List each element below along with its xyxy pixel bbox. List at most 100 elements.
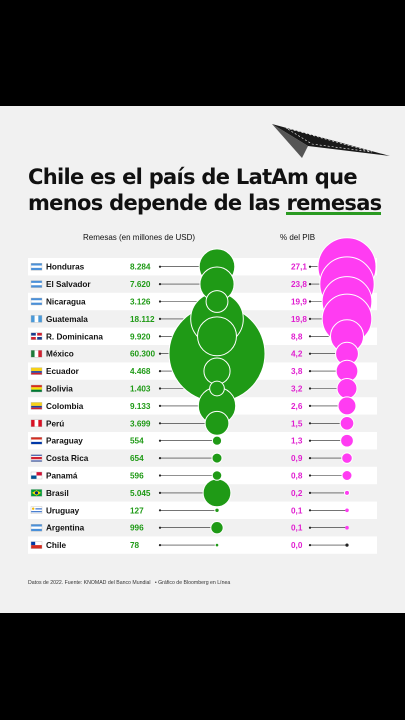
footer-credit: • Gráfico de Bloomberg en Línea xyxy=(154,580,231,586)
title-line-2-prefix: menos depende de las xyxy=(28,191,287,215)
gdp-value: 0,9 xyxy=(291,454,303,463)
country-name: Uruguay xyxy=(46,506,80,515)
bubbles xyxy=(168,237,377,548)
mexico-flag xyxy=(30,349,43,358)
remittance-value: 554 xyxy=(130,437,144,446)
remittance-value: 5.045 xyxy=(130,489,151,498)
remittance-bubble-nicaragua xyxy=(205,290,229,313)
gdp-value: 19,8 xyxy=(291,315,307,324)
remittance-leader-dot xyxy=(158,283,162,286)
gdp-value: 3,2 xyxy=(291,385,303,394)
country-name: R. Dominicana xyxy=(46,332,103,341)
remittance-bubble-paraguay xyxy=(211,435,223,446)
chart-footer: Datos de 2022. Fuente: KNOMAD del Banco … xyxy=(28,580,230,586)
country-name: Paraguay xyxy=(46,437,83,446)
gdp-leader-dot xyxy=(308,491,312,494)
paraguay-flag xyxy=(30,437,43,445)
gdp-leader-dot xyxy=(308,457,312,460)
gdp-leader-dot xyxy=(308,283,312,286)
chart-title: Chile es el país de LatAm que menos depe… xyxy=(28,164,388,216)
country-name: El Salvador xyxy=(46,280,91,289)
remittance-leader-dot xyxy=(158,335,162,338)
country-name: Argentina xyxy=(46,524,85,533)
gdp-value: 1,3 xyxy=(291,437,303,446)
gdp-bubble-colombia xyxy=(337,396,357,416)
remittance-bubble-table: Honduras 8.284 27,1 El Salvador 7.620 23,8 Nic… xyxy=(28,237,377,554)
decorative-paper-plane-icon xyxy=(272,124,390,158)
remittance-leader-dot xyxy=(158,352,162,355)
remittance-value: 4.468 xyxy=(130,367,151,376)
gdp-leader-dot xyxy=(308,474,312,477)
remittance-value: 3.126 xyxy=(130,298,151,307)
remittance-leader-dot xyxy=(158,491,162,494)
remittance-leader-dot xyxy=(158,404,162,407)
country-name: Guatemala xyxy=(46,315,88,324)
title-highlight: remesas xyxy=(286,191,382,215)
gdp-bubble-costa-rica xyxy=(341,452,353,464)
remittance-leader-dot xyxy=(158,370,162,373)
gdp-bubble-paraguay xyxy=(340,433,354,448)
remittance-value: 7.620 xyxy=(130,280,151,289)
gdp-leader-dot xyxy=(308,370,312,373)
remittance-value: 996 xyxy=(130,524,144,533)
gdp-value: 3,8 xyxy=(291,367,303,376)
country-name: Costa Rica xyxy=(46,454,89,463)
remittance-leader-dot xyxy=(158,422,162,425)
remittance-value: 8.284 xyxy=(130,263,151,272)
remittance-leader-dot xyxy=(158,474,162,477)
remittance-leader-dot xyxy=(158,317,162,320)
remittance-bubble-uruguay xyxy=(214,507,220,514)
remittance-bubble-bolivia xyxy=(209,380,225,397)
remittance-bubble-brasil xyxy=(202,478,232,508)
country-name: Honduras xyxy=(46,263,85,272)
remittance-leader-dot xyxy=(158,457,162,460)
country-name: Colombia xyxy=(46,402,84,411)
title-line-1: Chile es el país de LatAm que xyxy=(28,165,358,189)
remittance-value: 654 xyxy=(130,454,144,463)
guatemala-flag xyxy=(30,315,43,323)
row-labels: Honduras 8.284 27,1 El Salvador 7.620 23,8 Nic… xyxy=(30,262,307,550)
gdp-value: 0,8 xyxy=(291,472,303,481)
remittance-leader-dot xyxy=(158,509,162,512)
gdp-leader-dot xyxy=(308,335,312,338)
remittance-value: 127 xyxy=(130,506,144,515)
gdp-bubble-uruguay xyxy=(345,508,349,513)
gdp-leader-dot xyxy=(308,404,312,407)
el-salvador-flag xyxy=(30,280,43,288)
nicaragua-flag xyxy=(30,297,43,306)
country-name: Chile xyxy=(46,541,66,550)
peru-flag xyxy=(30,419,43,427)
country-name: Brasil xyxy=(46,489,69,498)
chart-card: Chile es el país de LatAm que menos depe… xyxy=(0,106,405,613)
gdp-bubble-brasil xyxy=(344,489,350,496)
remittance-bubble-costa-rica xyxy=(211,452,223,464)
colombia-flag xyxy=(30,402,43,410)
gdp-column-header: % del PIB xyxy=(280,233,316,242)
remittance-leader-dot xyxy=(158,544,162,547)
remittance-value: 9.920 xyxy=(130,332,151,341)
gdp-leader-dot xyxy=(308,526,312,529)
argentina-flag xyxy=(30,524,43,532)
gdp-value: 0,0 xyxy=(291,541,303,550)
remittance-value: 3.699 xyxy=(130,419,151,428)
country-name: Panamá xyxy=(46,472,78,481)
ecuador-flag xyxy=(30,367,43,375)
gdp-value: 8,8 xyxy=(291,332,303,341)
remittance-value: 596 xyxy=(130,472,144,481)
remittance-leader-dot xyxy=(158,439,162,442)
gdp-bubble-per- xyxy=(339,415,355,431)
gdp-leader-dot xyxy=(308,509,312,512)
gdp-bubble-panam- xyxy=(341,470,353,481)
gdp-value: 0,1 xyxy=(291,506,303,515)
gdp-bubble-bolivia xyxy=(336,378,358,399)
honduras-flag xyxy=(30,262,43,271)
remittance-value: 78 xyxy=(130,541,140,550)
remittance-leader-dot xyxy=(158,526,162,529)
gdp-value: 19,9 xyxy=(291,298,307,307)
bolivia-flag xyxy=(30,384,43,393)
remittance-bubble-chile xyxy=(214,542,220,548)
remittance-bubble-argentina xyxy=(210,521,224,535)
dominican-republic-flag xyxy=(30,332,43,341)
gdp-leader-dot xyxy=(308,387,312,390)
gdp-leader-dot xyxy=(308,317,312,320)
